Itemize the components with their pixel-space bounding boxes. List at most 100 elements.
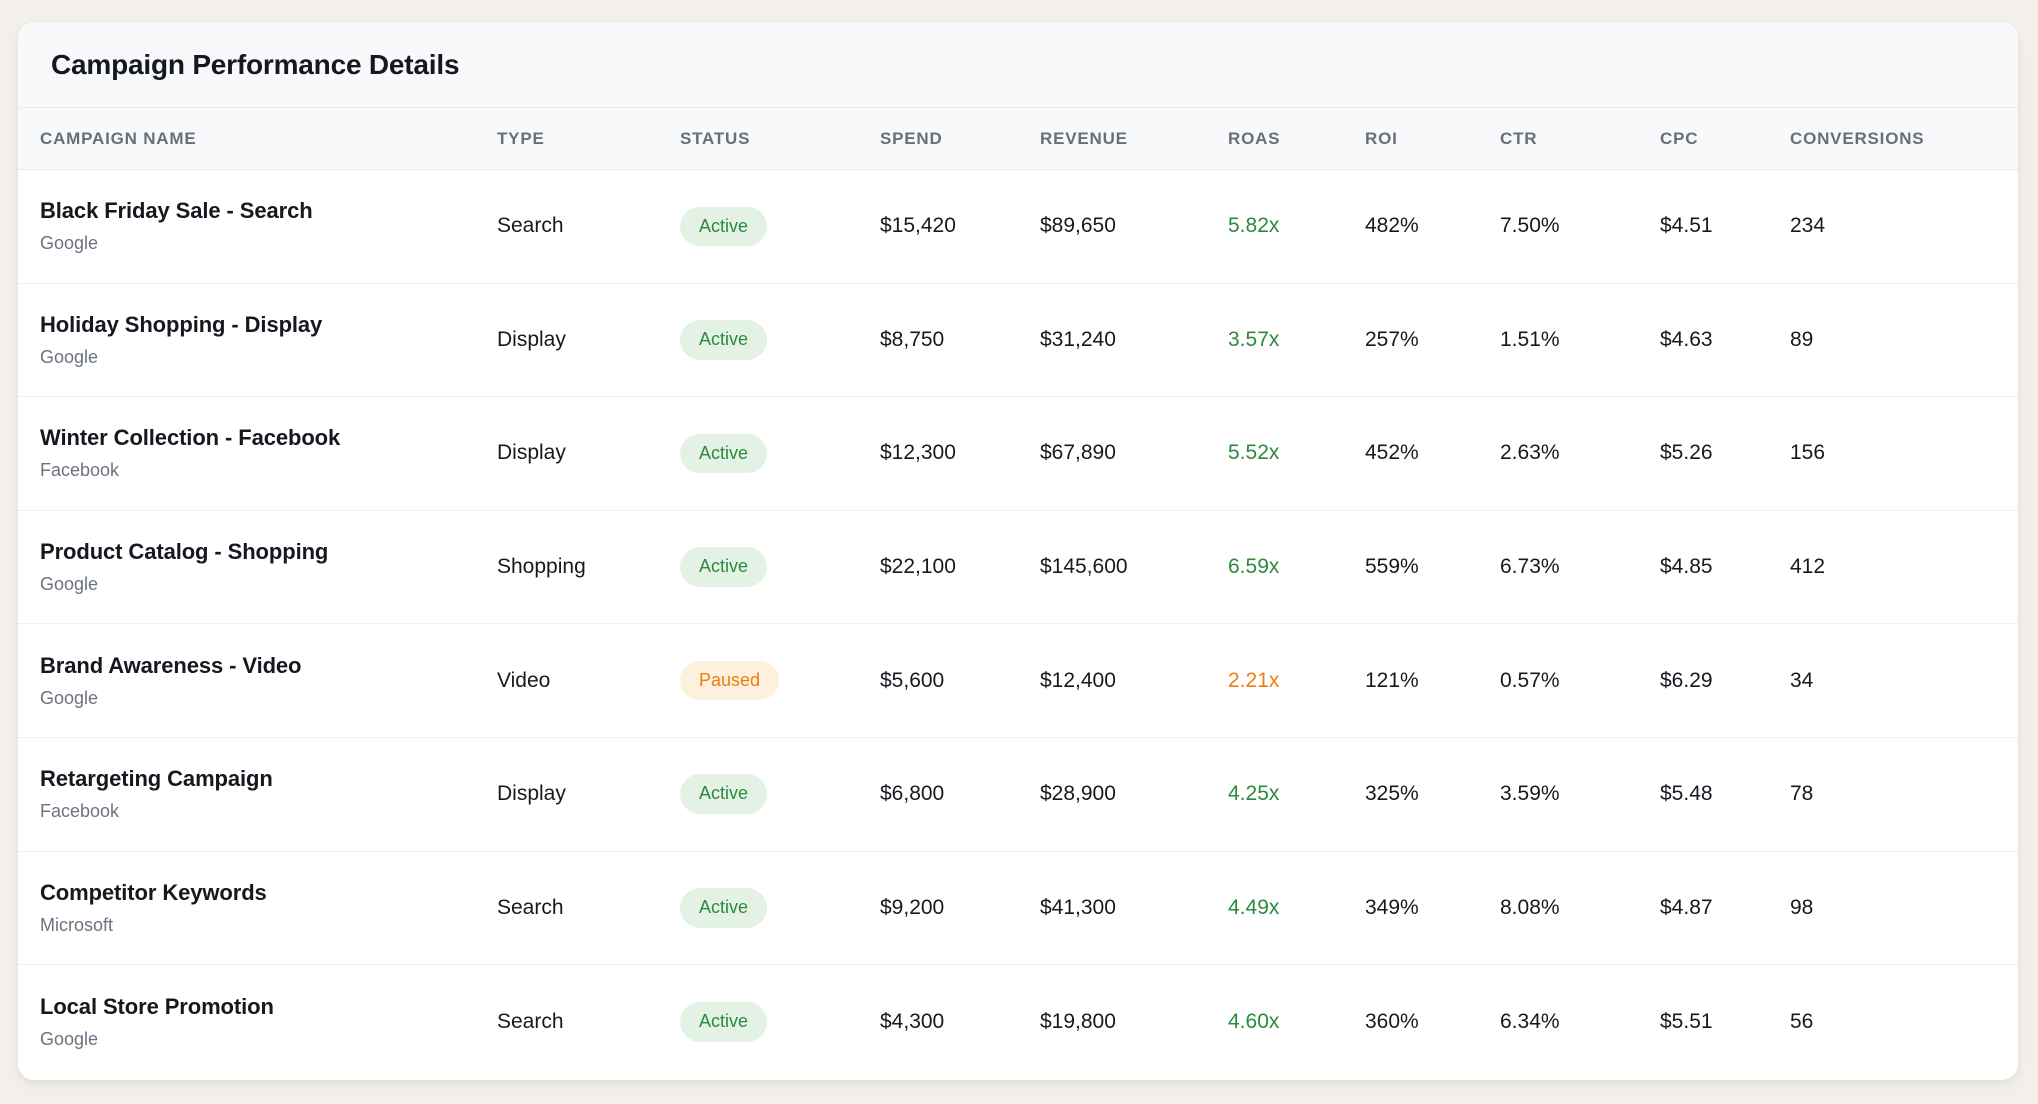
ctr-cell: 1.51% bbox=[1500, 327, 1560, 351]
roas-cell: 4.25x bbox=[1228, 782, 1280, 806]
spend-cell: $4,300 bbox=[880, 1009, 945, 1033]
campaign-platform: Google bbox=[40, 687, 99, 708]
revenue-cell: $19,800 bbox=[1040, 1009, 1116, 1033]
campaign-name-cell: Brand Awareness - Video Google bbox=[40, 653, 497, 709]
campaign-name: Product Catalog - Shopping bbox=[40, 539, 329, 565]
campaign-platform: Facebook bbox=[40, 460, 120, 481]
status-cell: Active bbox=[680, 774, 880, 815]
cpc-cell: $5.26 bbox=[1660, 441, 1713, 465]
type-cell: Search bbox=[497, 1009, 564, 1033]
revenue-cell: $28,900 bbox=[1040, 782, 1116, 806]
campaign-performance-card: Campaign Performance Details CAMPAIGN NA… bbox=[18, 22, 2018, 1080]
table-row[interactable]: Brand Awareness - Video Google Video Pau… bbox=[18, 624, 2018, 738]
spend-cell: $5,600 bbox=[880, 668, 945, 692]
roas-cell: 5.82x bbox=[1228, 214, 1280, 238]
status-badge: Active bbox=[680, 1002, 768, 1042]
spend-cell: $6,800 bbox=[880, 782, 945, 806]
type-cell: Search bbox=[497, 895, 564, 919]
cpc-cell: $5.48 bbox=[1660, 782, 1713, 806]
ctr-cell: 0.57% bbox=[1500, 668, 1560, 692]
campaign-name: Brand Awareness - Video bbox=[40, 652, 302, 678]
table-body: Black Friday Sale - Search Google Search… bbox=[18, 170, 2018, 1079]
status-cell: Active bbox=[680, 547, 880, 587]
conversions-cell: 234 bbox=[1790, 214, 1826, 238]
table-row[interactable]: Holiday Shopping - Display Google Displa… bbox=[18, 283, 2018, 398]
revenue-cell: $145,600 bbox=[1040, 555, 1128, 579]
campaign-name-cell: Black Friday Sale - Search Google bbox=[40, 198, 497, 254]
ctr-cell: 7.50% bbox=[1500, 214, 1560, 238]
column-header-spend: SPEND bbox=[880, 128, 943, 148]
roi-cell: 349% bbox=[1365, 895, 1419, 919]
status-badge: Active bbox=[680, 206, 768, 247]
table-row[interactable]: Retargeting Campaign Facebook Display Ac… bbox=[18, 737, 2018, 852]
revenue-cell: $31,240 bbox=[1040, 327, 1116, 351]
type-cell: Display bbox=[497, 327, 566, 351]
type-cell: Display bbox=[497, 441, 566, 465]
campaign-name-cell: Local Store Promotion Google bbox=[40, 994, 497, 1050]
ctr-cell: 8.08% bbox=[1500, 895, 1560, 919]
table-row[interactable]: Product Catalog - Shopping Google Shoppi… bbox=[18, 510, 2018, 625]
roas-cell: 3.57x bbox=[1228, 327, 1280, 351]
column-header-ctr: CTR bbox=[1500, 128, 1538, 148]
campaign-platform: Microsoft bbox=[40, 914, 114, 935]
campaign-name-cell: Retargeting Campaign Facebook bbox=[40, 766, 497, 822]
campaign-name-cell: Holiday Shopping - Display Google bbox=[40, 312, 497, 368]
status-badge: Active bbox=[680, 774, 768, 815]
campaign-platform: Google bbox=[40, 233, 99, 254]
roi-cell: 559% bbox=[1365, 555, 1419, 579]
roi-cell: 121% bbox=[1365, 668, 1419, 692]
roas-cell: 6.59x bbox=[1228, 555, 1280, 579]
status-cell: Active bbox=[680, 433, 880, 474]
roi-cell: 325% bbox=[1365, 782, 1419, 806]
column-header-conversions: CONVERSIONS bbox=[1790, 128, 1925, 148]
conversions-cell: 56 bbox=[1790, 1009, 1814, 1033]
cpc-cell: $6.29 bbox=[1660, 668, 1713, 692]
campaign-name: Retargeting Campaign bbox=[40, 766, 273, 792]
roas-cell: 2.21x bbox=[1228, 668, 1280, 692]
spend-cell: $15,420 bbox=[880, 214, 956, 238]
revenue-cell: $89,650 bbox=[1040, 214, 1116, 238]
table-row[interactable]: Competitor Keywords Microsoft Search Act… bbox=[18, 851, 2018, 966]
roas-cell: 5.52x bbox=[1228, 441, 1280, 465]
campaign-platform: Google bbox=[40, 574, 99, 595]
campaign-name: Local Store Promotion bbox=[40, 993, 274, 1019]
column-header-status: STATUS bbox=[680, 128, 751, 148]
conversions-cell: 89 bbox=[1790, 327, 1814, 351]
roi-cell: 482% bbox=[1365, 214, 1419, 238]
status-badge: Active bbox=[680, 547, 768, 587]
table-header-row: CAMPAIGN NAME TYPE STATUS SPEND REVENUE … bbox=[18, 108, 2018, 170]
column-header-campaign-name: CAMPAIGN NAME bbox=[40, 128, 197, 148]
revenue-cell: $67,890 bbox=[1040, 441, 1116, 465]
status-cell: Active bbox=[680, 1002, 880, 1042]
page-title: Campaign Performance Details bbox=[51, 48, 460, 80]
type-cell: Video bbox=[497, 668, 551, 692]
status-cell: Paused bbox=[680, 660, 880, 701]
conversions-cell: 412 bbox=[1790, 555, 1826, 579]
spend-cell: $22,100 bbox=[880, 555, 956, 579]
table-row[interactable]: Black Friday Sale - Search Google Search… bbox=[18, 170, 2018, 284]
ctr-cell: 2.63% bbox=[1500, 441, 1560, 465]
status-cell: Active bbox=[680, 888, 880, 928]
column-header-roi: ROI bbox=[1365, 128, 1398, 148]
revenue-cell: $12,400 bbox=[1040, 668, 1116, 692]
table-row[interactable]: Winter Collection - Facebook Facebook Di… bbox=[18, 397, 2018, 511]
conversions-cell: 98 bbox=[1790, 895, 1814, 919]
status-cell: Active bbox=[680, 320, 880, 360]
ctr-cell: 6.73% bbox=[1500, 555, 1560, 579]
status-badge: Active bbox=[680, 888, 768, 928]
ctr-cell: 3.59% bbox=[1500, 782, 1560, 806]
conversions-cell: 78 bbox=[1790, 782, 1814, 806]
column-header-type: TYPE bbox=[497, 128, 545, 148]
card-header: Campaign Performance Details bbox=[18, 22, 2018, 108]
campaign-name-cell: Winter Collection - Facebook Facebook bbox=[40, 425, 497, 481]
status-badge: Active bbox=[680, 320, 768, 360]
spend-cell: $8,750 bbox=[880, 327, 945, 351]
spend-cell: $9,200 bbox=[880, 895, 945, 919]
campaign-name: Winter Collection - Facebook bbox=[40, 425, 341, 451]
table-row[interactable]: Local Store Promotion Google Search Acti… bbox=[18, 965, 2018, 1079]
type-cell: Search bbox=[497, 214, 564, 238]
campaign-platform: Google bbox=[40, 1028, 99, 1049]
campaign-name-cell: Product Catalog - Shopping Google bbox=[40, 539, 497, 595]
type-cell: Display bbox=[497, 782, 566, 806]
spend-cell: $12,300 bbox=[880, 441, 956, 465]
